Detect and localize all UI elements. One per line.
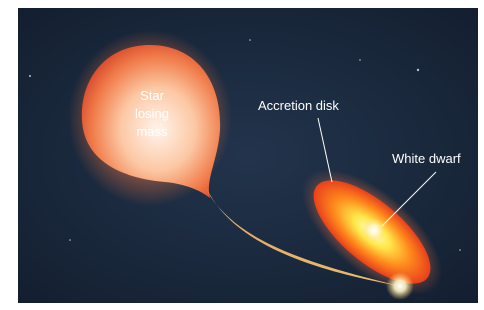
star-label-line: mass [136, 124, 168, 139]
page: {"labels": {"star": ["Star", "losing", "… [0, 0, 484, 310]
star-dot [69, 239, 71, 241]
star-dot [249, 39, 251, 41]
accretion-disk-label: Accretion disk [258, 98, 339, 113]
star-dot [459, 249, 461, 251]
star-dot [417, 69, 419, 71]
star-dot [29, 75, 31, 77]
image-area: Star losing mass Accretion disk White dw… [18, 8, 478, 310]
star-dot [359, 59, 361, 61]
star-label-line: Star [140, 88, 165, 103]
star-label-line: losing [135, 106, 169, 121]
diagram: Star losing mass Accretion disk White dw… [0, 0, 484, 310]
hot-spot [386, 272, 414, 300]
white-dwarf [362, 218, 386, 242]
white-dwarf-label: White dwarf [392, 151, 461, 166]
